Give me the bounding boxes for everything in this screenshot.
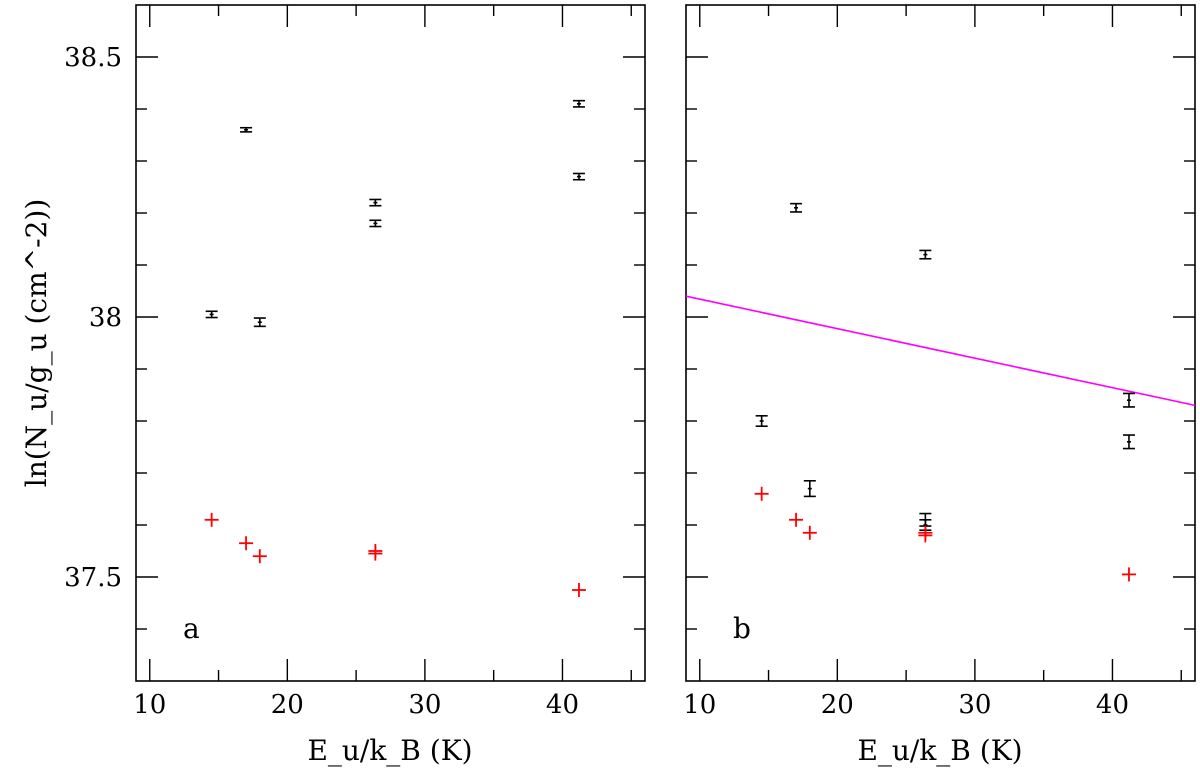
data-point-errorbar [205, 310, 218, 319]
data-point-errorbar [790, 202, 803, 213]
panel-a-label: a [183, 612, 200, 645]
x-tick-label: 30 [958, 690, 991, 720]
y-tick-label: 38 [89, 303, 122, 333]
data-point-errorbar [803, 479, 816, 498]
y-tick-label: 37.5 [64, 563, 122, 593]
data-point-errorbar [1122, 434, 1135, 450]
y-axis-title: ln(N_u/g_u (cm^-2)) [20, 199, 53, 487]
fit-line [685, 295, 1196, 407]
data-point-errorbar [369, 198, 382, 207]
panel-b-label: b [733, 612, 751, 645]
data-point-cross [252, 549, 267, 564]
data-point-cross [802, 525, 817, 540]
data-point-errorbar [240, 126, 253, 133]
data-point-errorbar [919, 249, 932, 260]
x-tick-label: 20 [271, 690, 304, 720]
data-point-cross [204, 512, 219, 527]
data-point-cross [754, 486, 769, 501]
panel-a-marks [204, 99, 586, 597]
panel-a-ticks: 10 20 30 40 37.5 38 38.5 [64, 5, 645, 720]
x-tick-label: 30 [408, 690, 441, 720]
x-tick-label: 10 [683, 690, 716, 720]
data-point-errorbar [755, 414, 768, 428]
data-point-cross [789, 512, 804, 527]
panel-a-frame [135, 4, 646, 682]
data-point-errorbar [253, 317, 266, 328]
y-tick-label: 38.5 [64, 43, 122, 73]
panel-b-marks [685, 202, 1196, 582]
data-point-errorbar [1122, 392, 1135, 408]
panel-a: 10 20 30 40 37.5 38 38.5 a [64, 4, 646, 720]
x-tick-label: 10 [133, 690, 166, 720]
data-point-errorbar [572, 172, 585, 181]
y-axis-title-text: ln(N_u/g_u (cm^-2)) [20, 199, 53, 487]
data-point-cross [571, 583, 586, 597]
data-point-errorbar [369, 219, 382, 228]
x-tick-label: 40 [546, 690, 579, 720]
data-point-cross [1121, 567, 1136, 582]
panel-a-x-axis-title: E_u/k_B (K) [307, 734, 472, 767]
x-tick-label: 40 [1096, 690, 1129, 720]
panel-b-x-axis-title: E_u/k_B (K) [857, 734, 1022, 767]
panel-b-ticks: 10 20 30 40 [683, 5, 1195, 720]
panel-b-frame [685, 4, 1196, 682]
panel-b: 10 20 30 40 b [683, 4, 1196, 720]
data-point-cross [918, 528, 933, 543]
x-tick-label: 20 [821, 690, 854, 720]
data-point-cross [368, 546, 383, 561]
data-point-cross [239, 536, 254, 551]
data-point-errorbar [572, 99, 585, 108]
